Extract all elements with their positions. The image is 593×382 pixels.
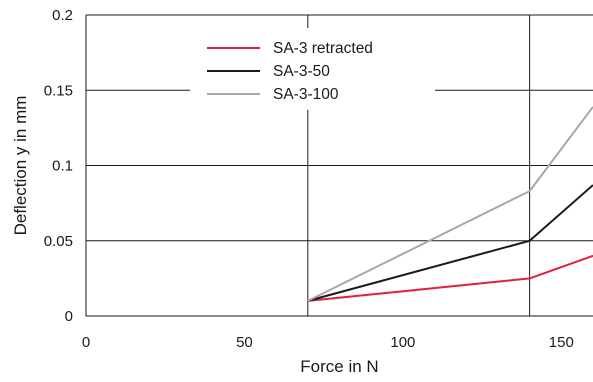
y-tick-label-0: 0 [65,308,73,325]
y-tick-label-3: 0.15 [44,82,73,99]
series-line-0 [307,254,593,302]
x-tick-labels: 0 50 100 150 [82,334,574,351]
series-lines [307,106,593,302]
legend-label-0: SA-3 retracted [273,40,373,57]
legend-label-2: SA-3-100 [273,86,339,103]
x-tick-label-2: 100 [390,334,415,351]
legend-label-1: SA-3-50 [273,63,330,80]
x-tick-label-0: 0 [82,334,90,351]
series-line-2 [307,106,593,302]
series-line-1 [307,184,593,302]
y-tick-label-2: 0.1 [52,158,73,175]
x-tick-label-1: 50 [236,334,253,351]
y-axis-title: Deflection y in mm [11,96,30,236]
y-tick-label-1: 0.05 [44,233,73,250]
legend-background [190,28,435,110]
x-axis-title: Force in N [300,357,378,376]
legend: SA-3 retracted SA-3-50 SA-3-100 [207,40,373,103]
y-tick-labels: 0 0.05 0.1 0.15 0.2 [44,7,73,325]
x-tick-label-3: 150 [549,334,574,351]
y-tick-label-4: 0.2 [52,7,73,24]
